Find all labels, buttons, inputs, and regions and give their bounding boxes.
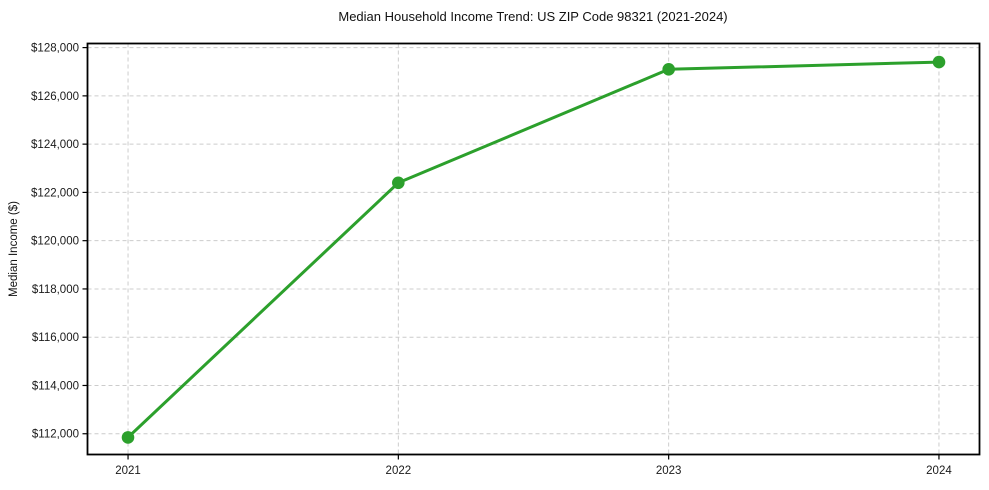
- data-point-marker: [121, 431, 135, 444]
- x-tick-label: 2021: [115, 465, 141, 477]
- y-tick-label: $124,000: [31, 139, 79, 151]
- chart-title: Median Household Income Trend: US ZIP Co…: [338, 9, 728, 24]
- y-tick-label: $118,000: [32, 284, 79, 296]
- x-tick-label: 2022: [386, 465, 412, 477]
- data-point-marker: [662, 63, 675, 76]
- y-tick-label: $122,000: [31, 187, 79, 199]
- data-point-marker: [932, 55, 946, 69]
- y-tick-label: $116,000: [32, 332, 79, 344]
- data-point-marker: [392, 176, 405, 190]
- x-tick-label: 2024: [926, 465, 952, 477]
- y-tick-label: $120,000: [31, 236, 79, 248]
- y-tick-label: $126,000: [31, 91, 79, 103]
- x-tick-label: 2023: [656, 465, 682, 477]
- plot-border: [86, 42, 981, 456]
- y-tick-label: $128,000: [31, 43, 79, 55]
- series-line: [126, 60, 941, 439]
- y-tick-label: $114,000: [32, 380, 79, 392]
- y-tick-label: $112,000: [32, 429, 79, 441]
